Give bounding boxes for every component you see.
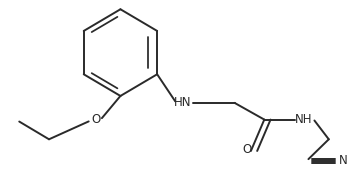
Text: NH: NH	[295, 113, 313, 126]
Text: N: N	[339, 154, 348, 167]
Text: O: O	[243, 143, 252, 156]
Text: HN: HN	[174, 96, 192, 109]
Text: O: O	[91, 113, 100, 126]
